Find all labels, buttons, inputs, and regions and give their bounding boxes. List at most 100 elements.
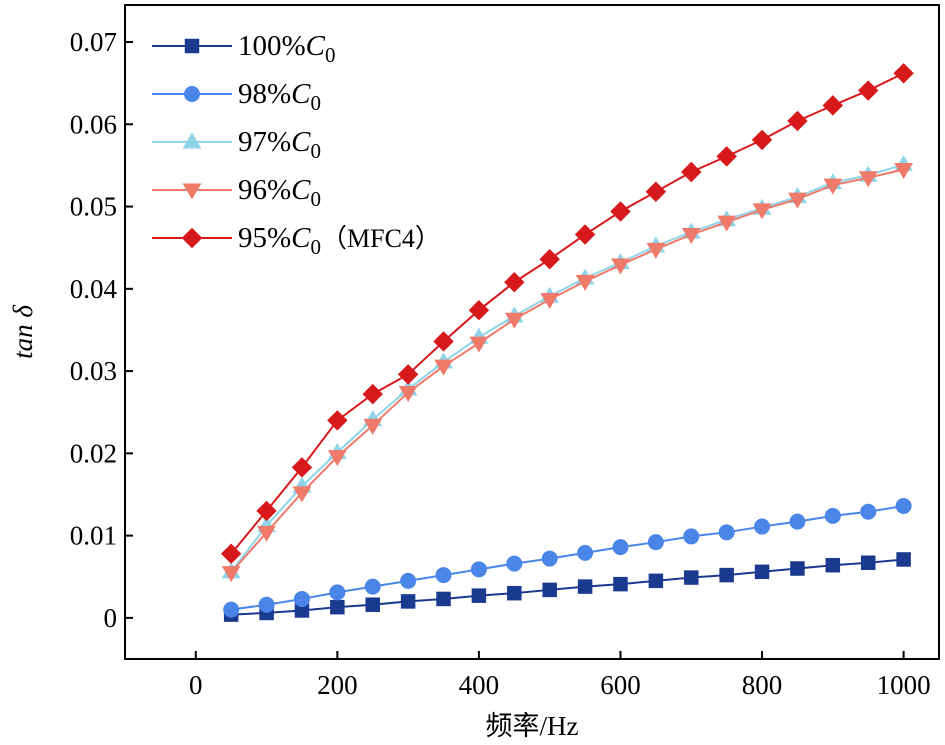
data-point <box>436 591 451 607</box>
y-tick-label: 0.05 <box>70 192 117 222</box>
data-point <box>400 594 416 609</box>
data-point <box>577 544 594 561</box>
data-point <box>824 507 841 524</box>
data-point <box>787 110 808 132</box>
data-point <box>291 457 313 478</box>
legend-item: 95%C0（MFC4） <box>152 222 441 259</box>
data-point <box>327 450 347 467</box>
y-axis-label: tan δ <box>8 305 38 359</box>
series-4 <box>220 63 914 564</box>
data-point <box>718 524 735 541</box>
data-point <box>752 203 772 220</box>
data-point <box>400 572 417 589</box>
series-2 <box>221 155 913 579</box>
axis-ticks: 0 200 400 600 800 1000 0 0.01 0.02 0.03 0.04 0.05 0.… <box>70 27 931 700</box>
data-point <box>860 555 876 571</box>
data-point <box>895 497 912 514</box>
data-point <box>683 528 700 545</box>
data-point <box>612 539 629 556</box>
data-point <box>858 80 879 101</box>
data-point <box>646 242 666 259</box>
legend-item: 100%C0 <box>152 30 336 67</box>
data-point <box>541 550 558 567</box>
data-point <box>822 95 844 116</box>
x-tick-label: 1000 <box>877 670 931 700</box>
legend-marker <box>181 227 203 249</box>
data-point <box>468 299 490 321</box>
y-tick-label: 0.01 <box>70 521 117 551</box>
data-point <box>716 146 737 167</box>
data-point <box>469 336 489 353</box>
x-tick-label: 0 <box>189 670 203 700</box>
data-point <box>896 552 911 567</box>
data-point <box>433 331 454 352</box>
data-point <box>293 590 310 607</box>
data-point <box>719 567 734 583</box>
y-tick-label: 0 <box>104 603 118 633</box>
data-point <box>574 224 596 245</box>
legend-marker <box>182 132 202 149</box>
data-point <box>292 486 312 503</box>
y-tick-label: 0.03 <box>70 356 117 386</box>
data-point <box>434 359 453 376</box>
y-tick-label: 0.04 <box>70 274 118 304</box>
data-point <box>575 274 595 291</box>
data-point <box>681 228 701 245</box>
data-point <box>539 248 560 270</box>
data-point <box>894 163 913 180</box>
data-point <box>577 579 593 594</box>
data-point <box>364 578 381 595</box>
data-point <box>893 63 914 84</box>
data-point <box>789 513 806 530</box>
data-point <box>223 601 240 618</box>
data-point <box>470 561 487 578</box>
data-point <box>645 181 667 202</box>
legend-label: 95%C0（MFC4） <box>238 222 441 259</box>
x-tick-label: 400 <box>459 670 500 700</box>
data-point <box>788 192 807 209</box>
data-point <box>258 596 275 613</box>
data-point <box>825 557 841 573</box>
data-point <box>860 503 877 520</box>
data-point <box>435 567 452 584</box>
data-point <box>221 566 241 583</box>
series-layer <box>220 63 914 622</box>
legend: 100%C0 98%C0 97%C0 96%C0 95%C0（MFC4） <box>152 30 441 259</box>
y-tick-label: 0.06 <box>70 109 117 139</box>
data-point <box>220 543 242 564</box>
data-point <box>542 582 557 598</box>
data-point <box>751 129 773 151</box>
data-point <box>790 561 805 576</box>
x-axis-label: 频率/Hz <box>486 711 579 741</box>
x-tick-label: 200 <box>317 670 358 700</box>
data-point <box>362 383 383 405</box>
legend-marker <box>182 183 202 200</box>
data-point <box>610 201 631 222</box>
data-point <box>754 564 770 580</box>
legend-label: 100%C0 <box>238 30 336 67</box>
data-point <box>647 534 664 551</box>
data-point <box>754 518 771 535</box>
data-point <box>858 171 878 188</box>
legend-item: 98%C0 <box>152 78 321 115</box>
series-3 <box>221 163 913 583</box>
data-point <box>823 178 843 195</box>
data-point <box>504 312 524 329</box>
data-point <box>613 576 628 592</box>
legend-label: 98%C0 <box>238 78 321 115</box>
y-tick-label: 0.07 <box>70 27 117 57</box>
y-tick-label: 0.02 <box>70 438 117 468</box>
plot-frame <box>124 4 940 660</box>
data-point <box>540 293 560 309</box>
data-point <box>717 215 737 232</box>
x-tick-label: 600 <box>600 670 641 700</box>
data-point <box>365 597 380 612</box>
legend-item: 96%C0 <box>152 174 321 211</box>
legend-marker <box>184 86 200 102</box>
data-point <box>506 555 523 572</box>
data-point <box>648 573 664 589</box>
data-point <box>363 418 383 435</box>
x-tick-label: 800 <box>742 670 783 700</box>
series-0 <box>223 552 911 622</box>
